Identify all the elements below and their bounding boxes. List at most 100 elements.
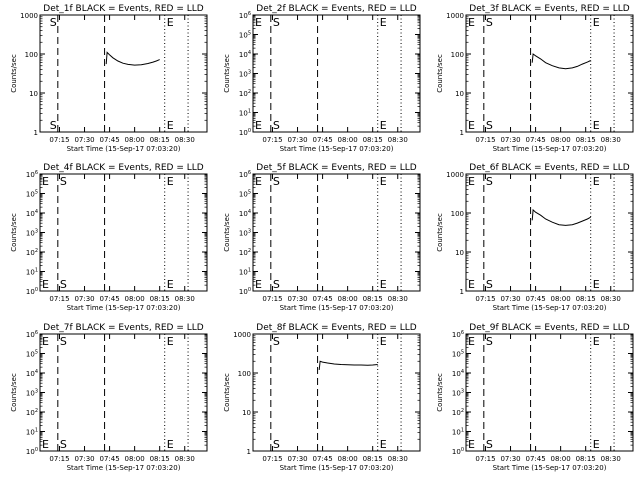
x-axis-label: Start Time (15-Sep-17 07:03:20)	[280, 145, 394, 153]
x-tick-label: 07:15	[475, 136, 495, 144]
marker-letter: E	[42, 175, 49, 188]
y-tick-label: 106	[239, 170, 251, 179]
y-tick-label: 104	[239, 209, 251, 218]
x-tick-label: 08:30	[388, 136, 408, 144]
plot-frame	[465, 333, 634, 452]
x-tick-label: 08:15	[363, 455, 383, 463]
marker-letter: S	[273, 438, 280, 451]
plot-frame	[252, 333, 421, 452]
marker-letter: E	[167, 16, 174, 29]
y-tick-label: 100	[25, 51, 38, 59]
y-tick-label: 102	[239, 248, 251, 257]
marker-letter: E	[468, 175, 475, 188]
x-tick-label: 08:15	[150, 455, 170, 463]
marker-letter: E	[42, 335, 49, 348]
x-tick-label: 07:30	[74, 455, 94, 463]
x-tick-label: 08:30	[601, 295, 621, 303]
marker-letter-secondary: S	[60, 438, 67, 451]
x-tick-label: 07:45	[312, 136, 332, 144]
x-axis-label: Start Time (15-Sep-17 07:03:20)	[493, 145, 607, 153]
y-tick-label: 1	[460, 288, 464, 296]
y-tick-label: 101	[239, 109, 251, 118]
marker-letter-secondary: S	[60, 175, 67, 188]
y-tick-label: 102	[452, 408, 464, 417]
detector-panel: Det_9f BLACK = Events, RED = LLD 100 101 10…	[436, 323, 634, 472]
x-tick-label: 07:15	[49, 455, 69, 463]
marker-letter: E	[380, 16, 387, 29]
marker-letter-secondary: S	[273, 16, 280, 29]
x-tick-label: 08:00	[551, 136, 571, 144]
panel-title: Det_9f BLACK = Events, RED = LLD	[469, 323, 629, 333]
panel-title: Det_1f BLACK = Events, RED = LLD	[43, 4, 203, 14]
marker-letter: E	[380, 438, 387, 451]
detector-panel: Det_3f BLACK = Events, RED = LLD 1 10 100 10…	[436, 4, 634, 153]
x-tick-label: 08:30	[175, 455, 195, 463]
marker-letter-secondary: S	[486, 335, 493, 348]
y-tick-label: 10	[455, 249, 464, 257]
y-tick-label: 105	[239, 31, 251, 40]
y-axis-label: Counts/sec	[10, 213, 18, 252]
marker-letter: E	[167, 119, 174, 132]
y-tick-label: 10	[29, 90, 38, 98]
marker-letter-secondary: S	[273, 175, 280, 188]
marker-letter: E	[167, 438, 174, 451]
y-tick-label: 100	[238, 370, 251, 378]
x-axis-label: Start Time (15-Sep-17 07:03:20)	[280, 304, 394, 312]
x-tick-label: 07:45	[525, 295, 545, 303]
x-tick-label: 08:00	[338, 455, 358, 463]
y-axis-label: Counts/sec	[10, 54, 18, 93]
marker-letter: S	[50, 16, 57, 29]
marker-letter: E	[593, 438, 600, 451]
marker-letter: E	[593, 175, 600, 188]
panel-title: Det_2f BLACK = Events, RED = LLD	[256, 4, 416, 14]
marker-letter: E	[468, 278, 475, 291]
y-tick-label: 101	[239, 268, 251, 277]
y-axis-label: Counts/sec	[223, 373, 231, 412]
plot-frame	[252, 14, 421, 133]
y-tick-label: 103	[26, 389, 38, 398]
panel-title: Det_7f BLACK = Events, RED = LLD	[43, 323, 203, 333]
x-tick-label: 07:45	[312, 295, 332, 303]
marker-letter: E	[167, 175, 174, 188]
y-tick-label: 101	[26, 428, 38, 437]
x-tick-label: 08:15	[576, 295, 596, 303]
y-tick-label: 105	[26, 350, 38, 359]
y-tick-label: 106	[452, 330, 464, 339]
marker-letter: E	[468, 335, 475, 348]
y-tick-label: 103	[239, 229, 251, 238]
marker-letter: E	[255, 278, 262, 291]
x-tick-label: 07:45	[525, 136, 545, 144]
plot-frame	[39, 14, 208, 133]
x-tick-label: 08:00	[125, 455, 145, 463]
marker-letter: E	[255, 119, 262, 132]
event-rate-series	[318, 360, 378, 370]
detector-panel: Det_7f BLACK = Events, RED = LLD 100 101 10…	[10, 323, 208, 472]
y-axis-label: Counts/sec	[436, 373, 444, 412]
x-tick-label: 07:30	[500, 295, 520, 303]
y-tick-label: 1000	[233, 331, 251, 339]
x-tick-label: 07:30	[500, 455, 520, 463]
y-tick-label: 106	[26, 170, 38, 179]
x-tick-label: 07:45	[99, 136, 119, 144]
y-tick-label: 104	[26, 209, 38, 218]
event-rate-series	[531, 208, 591, 226]
y-tick-label: 103	[26, 229, 38, 238]
x-tick-label: 07:45	[312, 455, 332, 463]
x-tick-label: 08:15	[363, 295, 383, 303]
marker-letter: E	[468, 119, 475, 132]
y-tick-label: 102	[239, 89, 251, 98]
detector-panel: Det_8f BLACK = Events, RED = LLD 1 10 100 10…	[223, 323, 421, 472]
detector-panel: Det_5f BLACK = Events, RED = LLD 100 101 10…	[223, 163, 421, 312]
y-tick-label: 105	[26, 190, 38, 199]
plot-frame	[39, 173, 208, 292]
event-rate-series	[531, 53, 591, 70]
x-tick-label: 08:30	[601, 455, 621, 463]
panel-title: Det_6f BLACK = Events, RED = LLD	[469, 163, 629, 173]
marker-letter: E	[380, 335, 387, 348]
y-tick-label: 104	[452, 369, 464, 378]
x-tick-label: 07:15	[49, 136, 69, 144]
marker-letter: E	[593, 335, 600, 348]
plot-frame	[39, 333, 208, 452]
marker-letter: E	[42, 438, 49, 451]
